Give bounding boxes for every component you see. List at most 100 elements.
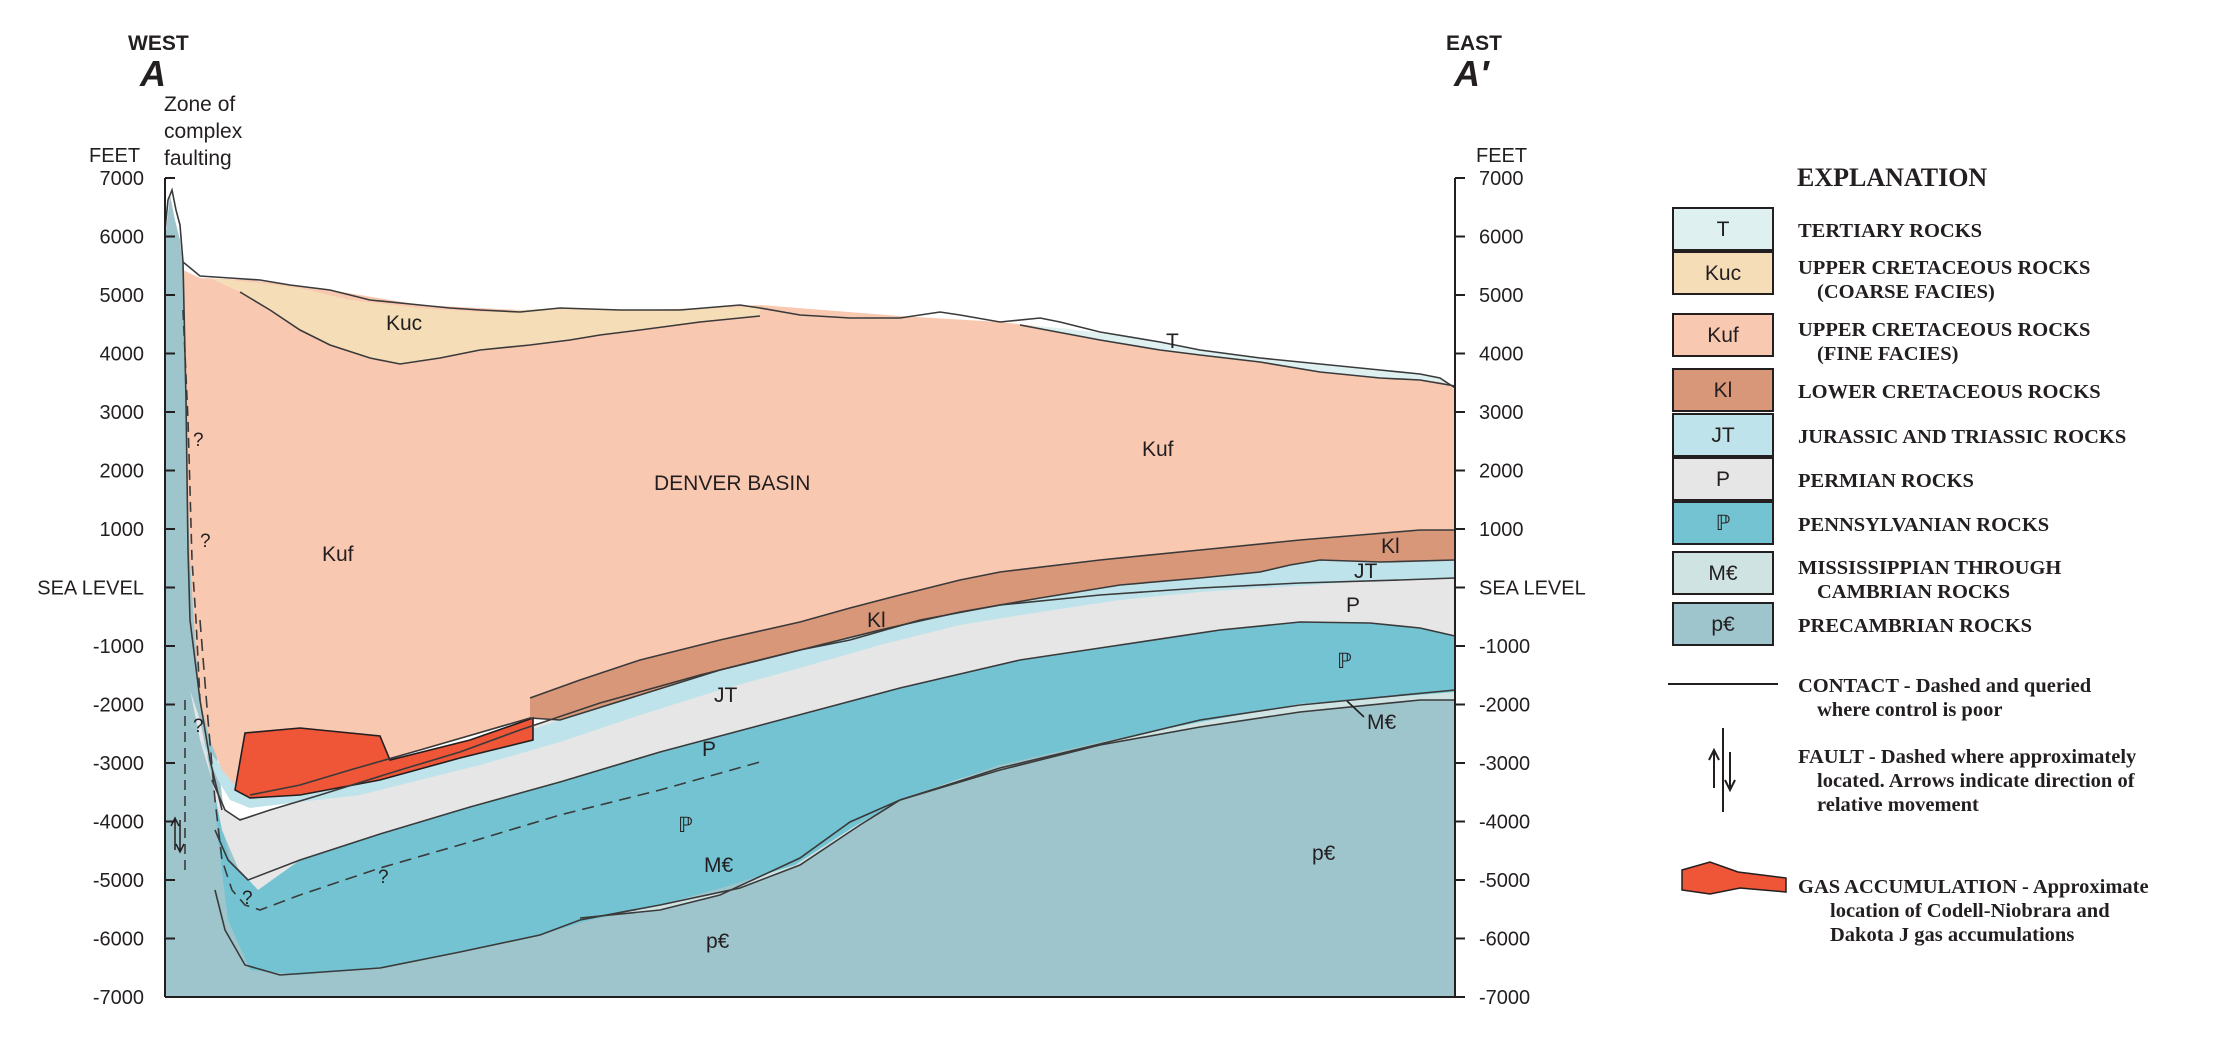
- left-axis-unit: FEET: [89, 145, 140, 167]
- left-axis-tick-label: -1000: [93, 636, 144, 658]
- label-t: T: [1166, 330, 1179, 353]
- right-axis-tick-label: -5000: [1479, 870, 1530, 892]
- legend-swatch-symbol: Kuf: [1707, 324, 1739, 347]
- right-axis-tick-label: 5000: [1479, 285, 1524, 307]
- legend: EXPLANATION T TERTIARY ROCKS Kuc UPPER CRET…: [1668, 163, 2149, 946]
- legend-unit-text: UPPER CRETACEOUS ROCKS: [1798, 319, 2090, 341]
- legend-unit-entry: p€ PRECAMBRIAN ROCKS: [1672, 602, 2032, 646]
- legend-swatch: [1672, 457, 1774, 501]
- query-mark: ?: [242, 888, 253, 909]
- left-axis-tick-label: -2000: [93, 695, 144, 717]
- label-kuc: Kuc: [386, 312, 422, 335]
- east-label: EAST: [1446, 32, 1502, 55]
- legend-unit-text: CAMBRIAN ROCKS: [1817, 581, 2010, 603]
- label-kl-mid: Kl: [867, 609, 886, 632]
- label-mc-mid: M€: [704, 854, 733, 877]
- label-pc-east: p€: [1312, 842, 1336, 865]
- query-mark: ?: [200, 531, 211, 552]
- unit-fault-zone-precambrian: [165, 195, 200, 996]
- fault-zone-note-line: Zone of: [164, 93, 235, 116]
- legend-swatch-symbol: P: [1716, 468, 1730, 491]
- right-axis-tick-label: 2000: [1479, 461, 1524, 483]
- contact-lines: [164, 187, 1456, 976]
- legend-contact: CONTACT - Dashed and queried where contr…: [1668, 675, 2092, 721]
- left-axis-tick-label: SEA LEVEL: [37, 578, 144, 600]
- contact-penn-base: [214, 689, 1456, 976]
- legend-unit-entry: Kuc UPPER CRETACEOUS ROCKS(COARSE FACIES): [1672, 251, 2090, 303]
- left-axis-tick-label: 7000: [100, 168, 145, 190]
- legend-unit-text: (COARSE FACIES): [1817, 281, 1995, 303]
- left-axis-tick-label: 1000: [100, 519, 145, 541]
- right-axis-tick-label: -6000: [1479, 929, 1530, 951]
- legend-swatch-symbol: JT: [1711, 424, 1735, 447]
- section-units: [165, 195, 1455, 996]
- unit-permian: [190, 578, 1455, 890]
- legend-fault: FAULT - Dashed where approximately locat…: [1708, 728, 2137, 816]
- legend-unit-entry: Kuf UPPER CRETACEOUS ROCKS(FINE FACIES): [1672, 313, 2090, 365]
- label-p-mid: P: [702, 738, 716, 761]
- right-axis-tick-label: 7000: [1479, 168, 1524, 190]
- contact-precambrian-top-west: [182, 261, 223, 811]
- right-axis-tick-label: 6000: [1479, 227, 1524, 249]
- right-axis-tick-label: -1000: [1479, 636, 1530, 658]
- legend-swatch-symbol: Kl: [1714, 379, 1733, 402]
- legend-swatch: [1672, 551, 1774, 595]
- contact-mc-base: [579, 699, 1455, 919]
- legend-fault-text: located. Arrows indicate direction of: [1817, 770, 2136, 792]
- contact-permian-base: [214, 621, 1456, 881]
- gas-accumulation-icon: [1681, 861, 1787, 895]
- left-axis-tick-label: 2000: [100, 461, 145, 483]
- left-axis-tick-label: -3000: [93, 753, 144, 775]
- section-a: A: [139, 53, 166, 94]
- legend-unit-entry: P PERMIAN ROCKS: [1672, 457, 1974, 501]
- legend-unit-text: PERMIAN ROCKS: [1798, 470, 1974, 492]
- right-axis-tick-label: -2000: [1479, 695, 1530, 717]
- legend-unit-text: JURASSIC AND TRIASSIC ROCKS: [1798, 426, 2126, 448]
- label-penn-mid: ℙ: [678, 814, 693, 837]
- legend-title: EXPLANATION: [1797, 163, 1987, 192]
- legend-swatch: [1672, 368, 1774, 412]
- right-axis-tick-label: -4000: [1479, 812, 1530, 834]
- unit-pennsylvanian: [200, 600, 1455, 975]
- left-axis-tick-label: 4000: [100, 344, 145, 366]
- legend-contact-text: where control is poor: [1817, 699, 2002, 721]
- legend-swatch: [1672, 413, 1774, 457]
- legend-gas-text: GAS ACCUMULATION - Approximate: [1798, 876, 2149, 898]
- query-mark: ?: [193, 430, 204, 451]
- query-marks: ? ? ? ? ?: [193, 430, 389, 909]
- legend-swatch: [1672, 313, 1774, 357]
- fault-zone-note: Zone of complex faulting: [164, 93, 243, 170]
- legend-swatch: [1672, 501, 1774, 545]
- legend-unit-text: LOWER CRETACEOUS ROCKS: [1798, 381, 2101, 403]
- label-kuf-east: Kuf: [1142, 438, 1174, 461]
- legend-units: T TERTIARY ROCKS Kuc UPPER CRETACEOUS ROCKS…: [1672, 207, 2126, 646]
- contact-kuf-base: [529, 529, 1455, 699]
- legend-fault-text: relative movement: [1817, 794, 1979, 816]
- legend-unit-entry: T TERTIARY ROCKS: [1672, 207, 1982, 251]
- fault-zone-note-line: faulting: [164, 147, 232, 170]
- right-axis-tick-label: -7000: [1479, 987, 1530, 1009]
- left-axis: 7000 6000 5000 4000 3000 2000 1000 SEA LEVEL -10…: [37, 168, 175, 1009]
- right-axis-tick-label: 1000: [1479, 519, 1524, 541]
- legend-unit-entry: ℙ PENNSYLVANIAN ROCKS: [1672, 501, 2049, 545]
- legend-unit-text: PENNSYLVANIAN ROCKS: [1798, 514, 2049, 536]
- query-mark: ?: [193, 716, 204, 737]
- left-axis-tick-label: -6000: [93, 929, 144, 951]
- label-p-east: P: [1346, 594, 1360, 617]
- legend-gas: GAS ACCUMULATION - Approximate location …: [1681, 861, 2149, 946]
- label-pc-mid: p€: [706, 930, 730, 953]
- legend-swatch-symbol: Kuc: [1705, 262, 1741, 285]
- contact-penn-base-dashed: [199, 619, 761, 911]
- legend-unit-text: TERTIARY ROCKS: [1798, 220, 1982, 242]
- legend-contact-text: CONTACT - Dashed and queried: [1798, 675, 2092, 697]
- left-axis-tick-label: -5000: [93, 870, 144, 892]
- legend-unit-entry: JT JURASSIC AND TRIASSIC ROCKS: [1672, 413, 2126, 457]
- legend-swatch: [1672, 251, 1774, 295]
- contact-jt-base: [211, 577, 1456, 821]
- legend-unit-text: PRECAMBRIAN ROCKS: [1798, 615, 2032, 637]
- left-axis-tick-label: 5000: [100, 285, 145, 307]
- legend-gas-text: location of Codell-Niobrara and: [1830, 900, 2110, 922]
- right-axis-tick-label: 4000: [1479, 344, 1524, 366]
